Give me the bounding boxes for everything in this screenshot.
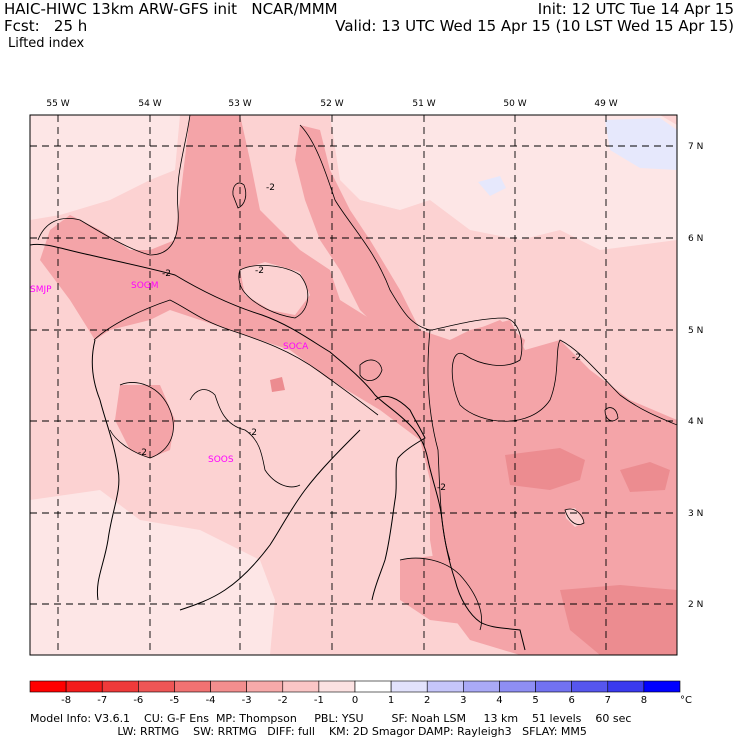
colorbar-tick-label: -7 xyxy=(97,695,107,706)
colorbar-cell xyxy=(426,680,464,693)
colorbar-tick-label: 6 xyxy=(568,695,574,706)
colorbar-labels: -8 -7 -6 -5 -4 -3 -2 -1 0 1 2 3 4 5 6 7 8 xyxy=(61,695,647,706)
lon-labels: 55 W 54 W 53 W 52 W 51 W 50 W 49 W xyxy=(46,99,617,109)
station-label-soos: SOOS xyxy=(208,455,234,465)
field-medium-band xyxy=(40,115,677,655)
colorbar-tick-label: 7 xyxy=(605,695,611,706)
coastlines-borders xyxy=(30,243,526,651)
lon-label: 51 W xyxy=(412,99,435,109)
contour-label: -2 xyxy=(437,483,446,493)
contour-label: -2 xyxy=(255,266,264,276)
colorbar-cell xyxy=(210,680,247,693)
lat-label: 3 N xyxy=(688,509,703,519)
header-line1-right: Init: 12 UTC Tue 14 Apr 15 xyxy=(537,0,734,18)
colorbar-cell xyxy=(174,680,211,693)
contour-label: -2 xyxy=(138,448,147,458)
lat-label: 5 N xyxy=(688,326,703,336)
colorbar-tick-label: -1 xyxy=(314,695,324,706)
station-label-sogm: SOGM xyxy=(131,281,159,291)
station-label-soca: SOCA xyxy=(283,342,309,352)
lon-label: 54 W xyxy=(138,99,161,109)
colorbar-cell xyxy=(463,680,500,693)
contour-label: -2 xyxy=(162,269,171,279)
lat-labels: 7 N 6 N 5 N 4 N 3 N 2 N xyxy=(688,142,703,610)
station-label-smjp: SMJP xyxy=(30,285,52,295)
field-light-ne xyxy=(330,115,677,250)
colorbar-tick-label: -2 xyxy=(278,695,288,706)
colorbar-cell xyxy=(390,680,428,693)
lat-label: 2 N xyxy=(688,600,703,610)
colorbar-tick-label: -6 xyxy=(133,695,143,706)
colorbar-cell xyxy=(29,680,67,693)
map-frame xyxy=(29,114,678,656)
header-line1-left: HAIC-HIWC 13km ARW-GFS init NCAR/MMM xyxy=(4,0,338,18)
lat-label: 4 N xyxy=(688,417,703,427)
colorbar-cell xyxy=(246,680,284,693)
colorbar xyxy=(29,680,681,693)
lon-label: 53 W xyxy=(228,99,251,109)
colorbar-tick-label: 1 xyxy=(388,695,394,706)
field-blue-ne xyxy=(605,118,677,170)
field-light-dot xyxy=(565,508,584,527)
lon-label: 50 W xyxy=(503,99,526,109)
contour-labels: -2 -2 -2 -2 -2 -2 -2 xyxy=(138,183,581,493)
lon-label: 52 W xyxy=(320,99,343,109)
shaded-field xyxy=(30,115,677,655)
contour-label: -2 xyxy=(248,428,257,438)
colorbar-tick-label: 2 xyxy=(424,695,430,706)
colorbar-cell xyxy=(535,680,572,693)
field-light-sw xyxy=(30,490,275,655)
colorbar-tick-label: 3 xyxy=(460,695,466,706)
field-light-nw xyxy=(30,115,180,220)
field-medium-south xyxy=(400,555,480,625)
field-medium-islet xyxy=(115,385,175,458)
colorbar-tick-label: -8 xyxy=(61,695,71,706)
colorbar-cell xyxy=(101,680,139,693)
contour-label: -2 xyxy=(266,183,275,193)
lon-label: 49 W xyxy=(594,99,617,109)
field-dark-patch2 xyxy=(620,462,670,492)
footer-line2: LW: RRTMG SW: RRTMG DIFF: full KM: 2D Sm… xyxy=(30,725,587,738)
field-dark-patch3 xyxy=(560,585,677,655)
colorbar-tick-label: 4 xyxy=(496,695,502,706)
lon-label: 55 W xyxy=(46,99,69,109)
colorbar-cell xyxy=(282,680,320,693)
colorbar-cell xyxy=(643,680,681,693)
colorbar-cell xyxy=(607,680,645,693)
field-blue-small xyxy=(478,176,506,196)
lat-label: 7 N xyxy=(688,142,703,152)
header-line2-left: Fcst: 25 h xyxy=(4,17,88,35)
colorbar-cell xyxy=(318,680,356,693)
field-dark-dot xyxy=(270,377,285,392)
field-dark-patch1 xyxy=(505,448,585,490)
footer-line1: Model Info: V3.6.1 CU: G-F Ens MP: Thomp… xyxy=(30,712,632,725)
colorbar-unit: °C xyxy=(680,695,692,706)
colorbar-tick-label: -4 xyxy=(206,695,216,706)
field-label: Lifted index xyxy=(8,36,85,51)
colorbar-tick-label: -5 xyxy=(169,695,179,706)
colorbar-tick-label: 5 xyxy=(532,695,538,706)
colorbar-cell xyxy=(138,680,175,693)
lat-label: 6 N xyxy=(688,234,703,244)
colorbar-tick-label: -3 xyxy=(242,695,252,706)
contour-label: -2 xyxy=(572,353,581,363)
lat-lon-grid xyxy=(30,115,677,655)
colorbar-cell xyxy=(65,680,103,693)
colorbar-tick-label: 0 xyxy=(352,695,358,706)
field-light-hole xyxy=(240,262,310,315)
colorbar-cell xyxy=(571,680,609,693)
colorbar-tick-label: 8 xyxy=(641,695,647,706)
colorbar-cell xyxy=(354,680,392,693)
station-labels: SMJP SOGM SOCA SOOS xyxy=(30,281,309,465)
colorbar-cell xyxy=(499,680,536,693)
header-line2-right: Valid: 13 UTC Wed 15 Apr 15 (10 LST Wed … xyxy=(335,17,734,35)
